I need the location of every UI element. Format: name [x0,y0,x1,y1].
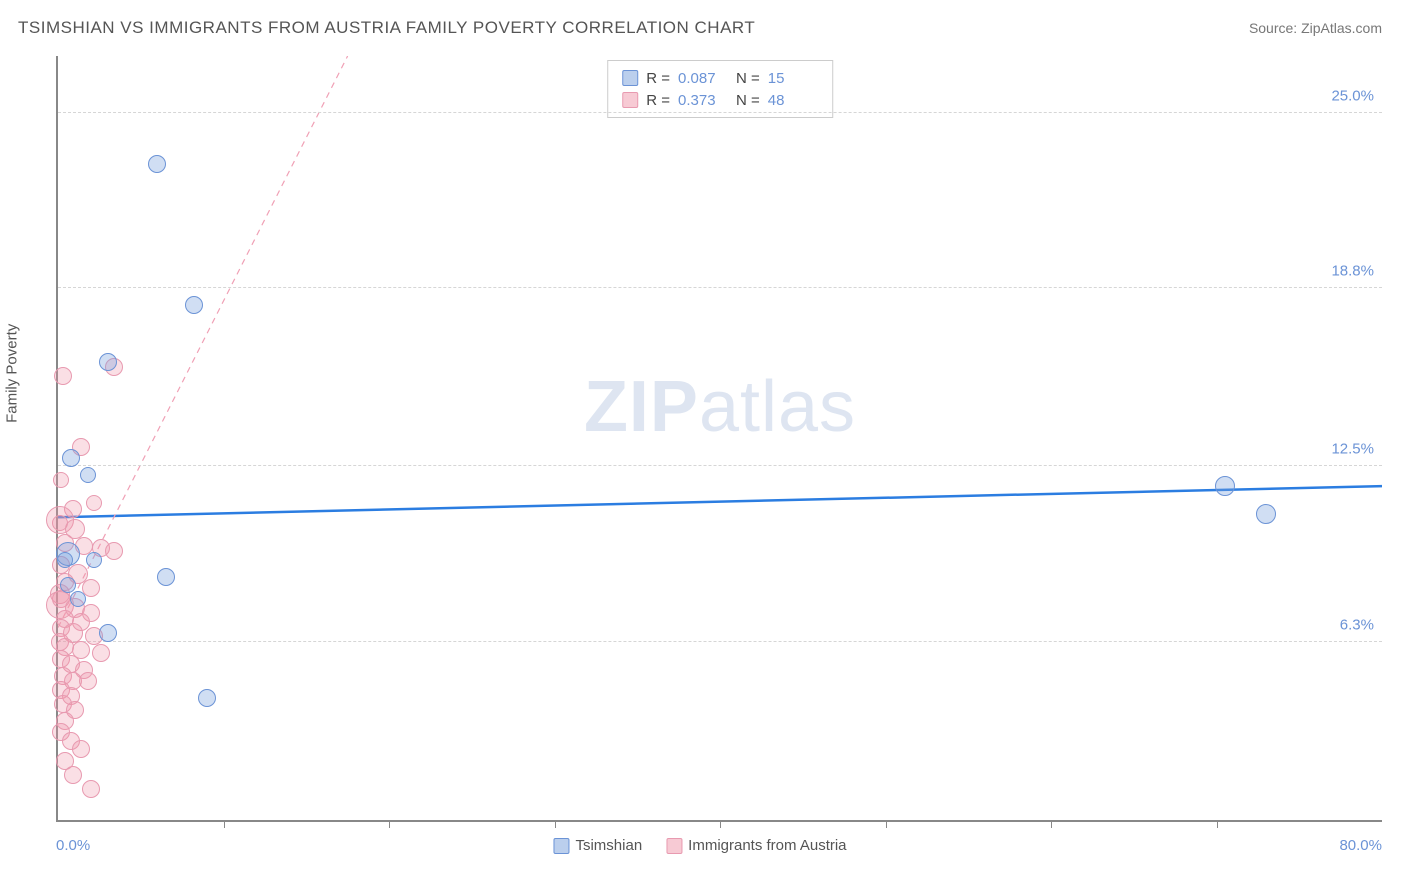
scatter-point-pink [54,367,72,385]
h-gridline [58,287,1382,288]
legend-n-label: N = [736,70,760,87]
scatter-point-blue [70,591,86,607]
scatter-point-blue [86,552,102,568]
scatter-point-blue [99,353,117,371]
legend-correlation: R = 0.087 N = 15 R = 0.373 N = 48 [607,60,833,118]
scatter-point-pink [72,740,90,758]
legend-row: R = 0.087 N = 15 [622,67,818,89]
legend-label: Tsimshian [575,837,642,854]
scatter-point-blue [60,577,76,593]
x-tick [1051,820,1052,828]
trend-lines [58,56,1382,820]
scatter-point-pink [105,542,123,560]
legend-series: Tsimshian Immigrants from Austria [553,837,846,854]
x-tick [555,820,556,828]
scatter-point-pink [86,495,102,511]
legend-item: Immigrants from Austria [666,837,846,854]
x-tick [224,820,225,828]
y-axis-label: Family Poverty [4,324,21,423]
chart-area: Family Poverty ZIPatlas R =0.087N =15R =… [18,56,1382,872]
scatter-point-blue [157,568,175,586]
legend-swatch-pink-icon [666,838,682,854]
y-tick-label: 6.3% [1340,616,1374,633]
chart-title: TSIMSHIAN VS IMMIGRANTS FROM AUSTRIA FAM… [18,18,755,38]
legend-swatch-pink-icon [622,92,638,108]
scatter-point-blue [99,624,117,642]
legend-label: Immigrants from Austria [688,837,846,854]
legend-swatch-blue-icon [622,70,638,86]
scatter-point-blue [1215,476,1235,496]
h-gridline [58,112,1382,113]
scatter-point-blue [185,296,203,314]
scatter-point-blue [62,449,80,467]
watermark-bold: ZIP [584,367,699,447]
legend-r-label: R = [646,70,670,87]
legend-row: R = 0.373 N = 48 [622,89,818,111]
legend-n-label: N = [736,92,760,109]
x-axis-max-label: 80.0% [1339,837,1382,854]
watermark-light: atlas [699,367,856,447]
scatter-point-pink [79,672,97,690]
scatter-point-pink [82,579,100,597]
legend-swatch-blue-icon [553,838,569,854]
x-tick [720,820,721,828]
x-axis-min-label: 0.0% [56,837,90,854]
watermark: ZIPatlas [584,366,856,448]
y-tick-label: 12.5% [1331,441,1374,458]
y-tick-label: 25.0% [1331,87,1374,104]
scatter-point-pink [82,780,100,798]
legend-item: Tsimshian [553,837,642,854]
h-gridline [58,641,1382,642]
legend-r-value: 0.087 [678,70,728,87]
scatter-point-blue [57,552,73,568]
legend-n-value: 15 [768,70,818,87]
x-tick [886,820,887,828]
x-tick [389,820,390,828]
chart-header: TSIMSHIAN VS IMMIGRANTS FROM AUSTRIA FAM… [0,0,1406,48]
h-gridline [58,465,1382,466]
legend-r-value: 0.373 [678,92,728,109]
scatter-point-blue [80,467,96,483]
scatter-point-blue [1256,504,1276,524]
scatter-point-pink [92,644,110,662]
scatter-point-blue [148,155,166,173]
source-label: Source: [1249,20,1301,36]
scatter-point-blue [198,689,216,707]
chart-source: Source: ZipAtlas.com [1249,20,1382,36]
legend-n-value: 48 [768,92,818,109]
legend-r-label: R = [646,92,670,109]
y-tick-label: 18.8% [1331,263,1374,280]
source-value: ZipAtlas.com [1301,20,1382,36]
scatter-point-pink [53,472,69,488]
x-tick [1217,820,1218,828]
scatter-point-pink [64,766,82,784]
plot-region: ZIPatlas R = 0.087 N = 15 R = 0.373 N = 48 6.3%… [56,56,1382,822]
